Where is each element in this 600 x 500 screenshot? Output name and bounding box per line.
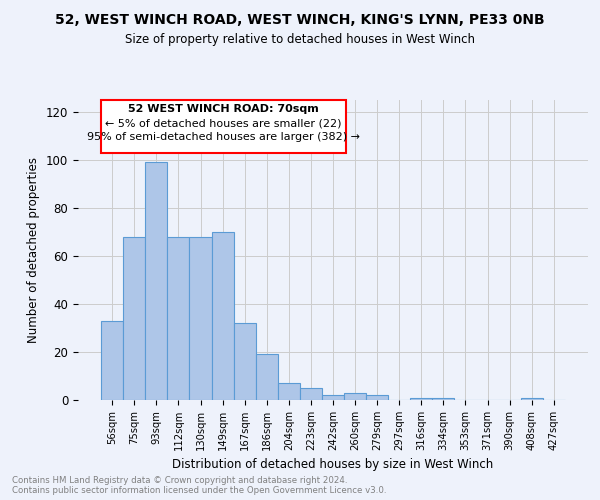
Bar xyxy=(521,398,543,400)
Y-axis label: Number of detached properties: Number of detached properties xyxy=(28,157,40,343)
Bar xyxy=(433,398,454,400)
Bar xyxy=(256,354,278,400)
Bar xyxy=(366,395,388,400)
Bar xyxy=(344,393,366,400)
Bar xyxy=(145,162,167,400)
Bar xyxy=(300,388,322,400)
Text: ← 5% of detached houses are smaller (22): ← 5% of detached houses are smaller (22) xyxy=(106,118,342,128)
Bar xyxy=(190,237,212,400)
Bar xyxy=(278,383,300,400)
Bar xyxy=(233,323,256,400)
Text: Size of property relative to detached houses in West Winch: Size of property relative to detached ho… xyxy=(125,32,475,46)
Text: Contains HM Land Registry data © Crown copyright and database right 2024.
Contai: Contains HM Land Registry data © Crown c… xyxy=(12,476,386,495)
Bar xyxy=(101,321,123,400)
Text: 52, WEST WINCH ROAD, WEST WINCH, KING'S LYNN, PE33 0NB: 52, WEST WINCH ROAD, WEST WINCH, KING'S … xyxy=(55,12,545,26)
Bar xyxy=(322,395,344,400)
Text: 95% of semi-detached houses are larger (382) →: 95% of semi-detached houses are larger (… xyxy=(87,132,360,142)
Text: 52 WEST WINCH ROAD: 70sqm: 52 WEST WINCH ROAD: 70sqm xyxy=(128,104,319,114)
Bar xyxy=(167,237,190,400)
Bar xyxy=(123,237,145,400)
Bar xyxy=(410,398,433,400)
FancyBboxPatch shape xyxy=(101,100,346,153)
Bar xyxy=(212,232,233,400)
X-axis label: Distribution of detached houses by size in West Winch: Distribution of detached houses by size … xyxy=(172,458,494,471)
